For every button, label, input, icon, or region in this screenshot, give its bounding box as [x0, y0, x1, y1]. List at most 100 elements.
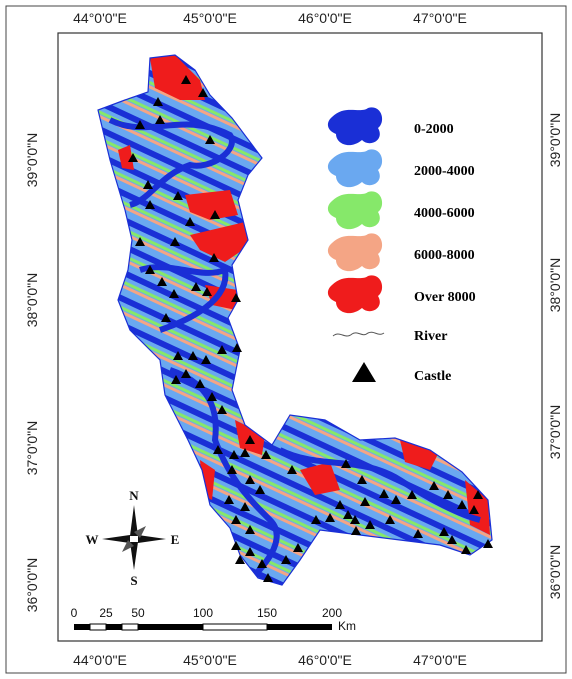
castle-icon [135, 237, 145, 246]
scale-tick-label: 50 [131, 606, 145, 620]
top-axis-label: 45°0'0"E [183, 10, 237, 26]
castle-icon [205, 135, 215, 144]
zone-over-8000 [190, 222, 250, 262]
zone-over-8000 [300, 462, 340, 495]
legend-label: 2000-4000 [414, 164, 475, 179]
castle-icon [161, 313, 171, 322]
castle-icon [263, 573, 273, 582]
castle-icon [350, 515, 360, 524]
castle-icon [173, 351, 183, 360]
scale-tick-label: 0 [71, 606, 78, 620]
castle-icon [181, 75, 191, 84]
scale-segment [138, 624, 203, 630]
zone-over-8000 [150, 55, 205, 100]
castle-icon [293, 543, 303, 552]
castle-icon [191, 282, 201, 291]
castle-icon [213, 445, 223, 454]
top-axis-label: 47°0'0"E [413, 10, 467, 26]
scale-segment [267, 624, 332, 630]
river-symbol-icon [332, 331, 385, 337]
river-channel [169, 367, 280, 583]
castle-icon [365, 520, 375, 529]
scale-segment [74, 624, 90, 630]
left-axis-label: 38°0'0"N [24, 273, 40, 328]
right-axis-label: 37°0'0"N [547, 405, 563, 460]
top-axis-label: 44°0'0"E [73, 10, 127, 26]
castle-icon [245, 475, 255, 484]
bottom-axis-label: 45°0'0"E [183, 652, 237, 668]
river-channel [108, 117, 235, 208]
compass-needle-icon [134, 526, 146, 538]
castle-icon [224, 495, 234, 504]
castle-icon [217, 405, 227, 414]
castle-icon [245, 435, 255, 444]
castle-icon [360, 497, 370, 506]
right-axis: 39°0'0"N 38°0'0"N 37°0'0"N 36°0'0"N [547, 113, 563, 600]
compass-south-label: S [130, 573, 137, 588]
castle-icon [231, 541, 241, 550]
bottom-axis-label: 47°0'0"E [413, 652, 467, 668]
scale-segment [121, 623, 139, 631]
castle-icon [429, 481, 439, 490]
scale-segment [106, 624, 122, 630]
legend-item: Over 8000 [327, 275, 476, 314]
top-axis: 44°0'0"E 45°0'0"E 46°0'0"E 47°0'0"E [73, 10, 467, 26]
castle-icon [457, 500, 467, 509]
zone-over-8000 [118, 145, 134, 170]
scale-tick-label: 100 [193, 606, 213, 620]
castle-icon [169, 289, 179, 298]
bottom-axis: 44°0'0"E 45°0'0"E 46°0'0"E 47°0'0"E [73, 652, 467, 668]
legend: 0-2000 2000-4000 4000-6000 6000-8000 Ove… [327, 107, 476, 384]
compass-east-label: E [171, 532, 180, 547]
castle-symbol-icon [352, 362, 376, 382]
zone-over-8000 [465, 480, 490, 535]
left-axis-label: 36°0'0"N [24, 558, 40, 613]
legend-swatch [327, 275, 383, 314]
castle-markers [128, 75, 493, 582]
castle-icon [231, 293, 241, 302]
bottom-axis-label: 44°0'0"E [73, 652, 127, 668]
left-axis-label: 39°0'0"N [24, 133, 40, 188]
compass-north-label: N [129, 488, 139, 503]
castle-icon [210, 210, 220, 219]
scale-segment [202, 623, 268, 631]
castle-icon [231, 515, 241, 524]
castle-icon [143, 180, 153, 189]
castle-icon [195, 379, 205, 388]
bottom-axis-label: 46°0'0"E [298, 652, 352, 668]
legend-swatch [327, 233, 383, 272]
castle-icon [207, 392, 217, 401]
legend-item: 4000-6000 [327, 191, 475, 230]
castle-icon [343, 510, 353, 519]
castle-icon [135, 120, 145, 129]
castle-icon [379, 489, 389, 498]
legend-label: 6000-8000 [414, 248, 475, 263]
castle-icon [209, 253, 219, 262]
castle-icon [341, 459, 351, 468]
scale-tick-label: 150 [257, 606, 277, 620]
compass-needle-icon [138, 535, 166, 543]
castle-icon [351, 526, 361, 535]
legend-item-castle: Castle [352, 362, 451, 384]
legend-label: Castle [414, 369, 451, 384]
legend-label: 0-2000 [414, 122, 454, 137]
castle-icon [128, 153, 138, 162]
castle-icon [145, 265, 155, 274]
castle-icon [287, 465, 297, 474]
river-channel [139, 264, 229, 333]
legend-swatch [327, 107, 383, 146]
zone-over-8000 [185, 190, 238, 220]
map-border [5, 5, 567, 674]
compass-needle-icon [122, 540, 134, 552]
top-axis-label: 46°0'0"E [298, 10, 352, 26]
castle-icon [281, 555, 291, 564]
right-axis-label: 38°0'0"N [547, 258, 563, 313]
castle-icon [240, 448, 250, 457]
castle-icon [483, 539, 493, 548]
castle-icon [357, 475, 367, 484]
castle-icon [181, 369, 191, 378]
compass-west-label: W [86, 532, 99, 547]
scale-segment [89, 623, 107, 631]
compass-needle-icon [130, 505, 138, 536]
castle-icon [311, 515, 321, 524]
